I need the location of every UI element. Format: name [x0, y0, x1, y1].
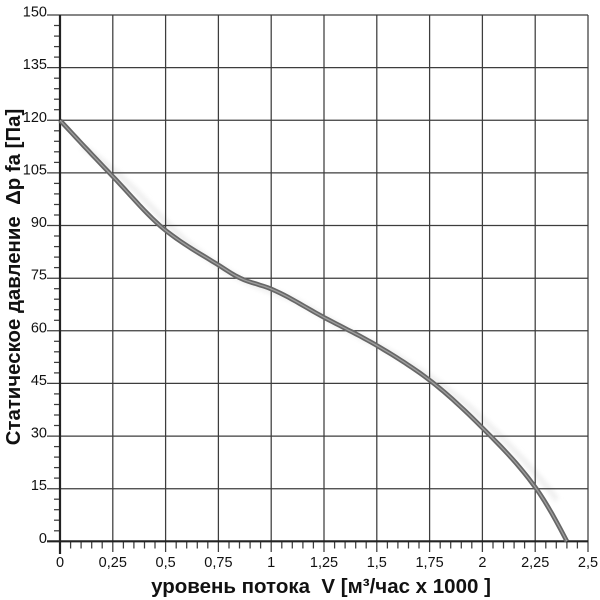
svg-text:90: 90: [31, 215, 47, 231]
svg-text:1,25: 1,25: [310, 555, 338, 571]
svg-text:0,5: 0,5: [156, 555, 176, 571]
svg-text:135: 135: [23, 57, 47, 73]
svg-text:30: 30: [31, 426, 47, 442]
svg-text:0,25: 0,25: [99, 555, 127, 571]
svg-text:2,25: 2,25: [521, 555, 549, 571]
svg-text:1,75: 1,75: [415, 555, 443, 571]
svg-text:Статическое давление Δp fa [П: Статическое давление Δp fa [Па]: [3, 109, 25, 445]
svg-text:150: 150: [23, 5, 47, 21]
svg-text:60: 60: [31, 320, 47, 336]
svg-text:0: 0: [56, 555, 64, 571]
svg-text:1: 1: [267, 555, 275, 571]
svg-text:1,5: 1,5: [367, 555, 387, 571]
svg-text:105: 105: [23, 162, 47, 178]
svg-text:0,75: 0,75: [204, 555, 232, 571]
svg-text:75: 75: [31, 268, 47, 284]
svg-text:15: 15: [31, 478, 47, 494]
svg-text:2: 2: [478, 555, 486, 571]
svg-text:2,5: 2,5: [578, 555, 598, 571]
svg-text:уровень потока V [м³/час x 10: уровень потока V [м³/час x 1000 ]: [151, 575, 491, 598]
svg-text:45: 45: [31, 373, 47, 389]
svg-text:0: 0: [39, 531, 47, 547]
svg-text:120: 120: [23, 110, 47, 126]
